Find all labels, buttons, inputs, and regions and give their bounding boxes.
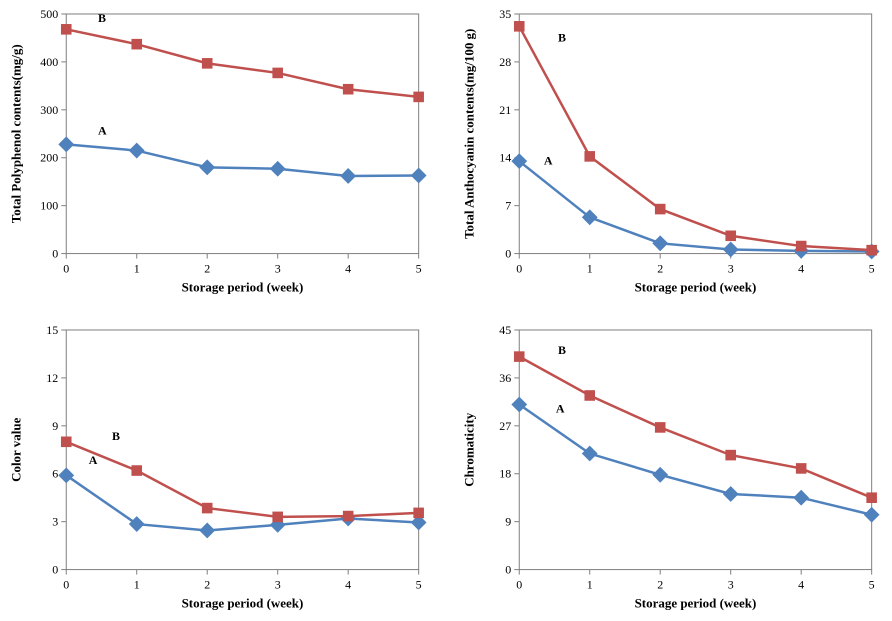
series-A-line (66, 475, 418, 530)
series-A-line (519, 404, 871, 514)
svg-text:3: 3 (728, 262, 734, 276)
panel-anthocyanin-svg: 0 7 14 21 28 35 0 1 2 3 4 5 Storage period (week) Tot… (457, 4, 882, 302)
svg-text:4: 4 (345, 262, 351, 276)
panel-polyphenol: 0 100 200 300 400 500 0 1 2 3 4 5 Storage period (we… (4, 4, 429, 302)
svg-text:1: 1 (134, 577, 140, 591)
svg-text:36: 36 (499, 370, 511, 384)
svg-text:28: 28 (499, 55, 511, 69)
panel-anthocyanin: 0 7 14 21 28 35 0 1 2 3 4 5 Storage period (week) Tot… (457, 4, 882, 302)
svg-text:1: 1 (587, 262, 593, 276)
svg-text:35: 35 (499, 7, 511, 21)
series-B-line (519, 26, 871, 250)
svg-text:100: 100 (40, 199, 58, 213)
series-B-label: B (558, 30, 566, 44)
svg-text:4: 4 (798, 262, 804, 276)
svg-text:1: 1 (134, 262, 140, 276)
svg-text:27: 27 (499, 418, 511, 432)
panel-color-value-svg: 03691215012345Storage period (week)Color… (4, 320, 429, 618)
panel-chromaticity-svg: 0918273645012345Storage period (week)Chr… (457, 320, 882, 618)
svg-text:9: 9 (505, 514, 511, 528)
chart-grid: 0100200300400500012345Storage period (we… (0, 0, 892, 621)
svg-text:5: 5 (869, 262, 875, 276)
svg-text:200: 200 (40, 151, 58, 165)
y-axis-title: Chromaticity (461, 412, 476, 486)
svg-text:12: 12 (46, 370, 58, 384)
series-B-label: B (98, 11, 106, 25)
svg-text:15: 15 (46, 322, 58, 336)
svg-text:45: 45 (499, 322, 511, 336)
svg-text:6: 6 (52, 466, 58, 480)
svg-text:4: 4 (798, 577, 804, 591)
svg-text:0: 0 (52, 247, 58, 261)
svg-text:2: 2 (657, 577, 663, 591)
svg-text:1: 1 (587, 577, 593, 591)
series-B-label: B (558, 342, 566, 356)
svg-text:3: 3 (52, 514, 58, 528)
series-B-line (519, 356, 871, 497)
svg-text:5: 5 (869, 577, 875, 591)
svg-text:300: 300 (40, 103, 58, 117)
y-axis-title: Total Anthocyanin contents(mg/100 g) (461, 29, 476, 239)
svg-text:0: 0 (505, 247, 511, 261)
panel-polyphenol-svg: 0 100 200 300 400 500 0 1 2 3 4 5 Storage period (we… (4, 4, 429, 302)
series-A-label: A (544, 154, 553, 168)
series-A-label: A (556, 401, 565, 415)
x-axis-title: Storage period (week) (635, 595, 757, 610)
svg-text:2: 2 (204, 262, 210, 276)
y-axis-title: Color value (8, 417, 23, 481)
svg-text:3: 3 (728, 577, 734, 591)
svg-text:14: 14 (499, 151, 511, 165)
svg-text:2: 2 (657, 262, 663, 276)
series-B-label: B (112, 429, 120, 443)
svg-text:0: 0 (516, 577, 522, 591)
svg-text:0: 0 (505, 562, 511, 576)
x-axis-title: Storage period (week) (182, 595, 304, 610)
svg-text:21: 21 (499, 103, 511, 117)
series-B-line (66, 441, 418, 516)
y-axis-title: Total Polyphenol contents(mg/g) (8, 44, 23, 223)
panel-chromaticity: 0918273645012345Storage period (week)Chr… (457, 320, 882, 618)
svg-text:7: 7 (505, 199, 511, 213)
x-axis-title: Storage period (week) (182, 280, 304, 295)
svg-text:4: 4 (345, 577, 351, 591)
svg-text:5: 5 (416, 577, 422, 591)
series-B-line (66, 29, 418, 97)
svg-text:9: 9 (52, 418, 58, 432)
svg-text:2: 2 (204, 577, 210, 591)
svg-text:0: 0 (63, 262, 69, 276)
svg-text:0: 0 (52, 562, 58, 576)
series-A-label: A (98, 124, 107, 138)
svg-text:0: 0 (63, 577, 69, 591)
panel-color-value: 03691215012345Storage period (week)Color… (4, 320, 429, 618)
svg-text:500: 500 (40, 7, 58, 21)
x-axis-title: Storage period (week) (635, 280, 757, 295)
svg-text:18: 18 (499, 466, 511, 480)
svg-text:3: 3 (275, 577, 281, 591)
series-A-line (519, 161, 871, 251)
svg-text:3: 3 (275, 262, 281, 276)
series-A-line (66, 144, 418, 176)
svg-text:0: 0 (516, 262, 522, 276)
svg-text:5: 5 (416, 262, 422, 276)
svg-text:400: 400 (40, 55, 58, 69)
